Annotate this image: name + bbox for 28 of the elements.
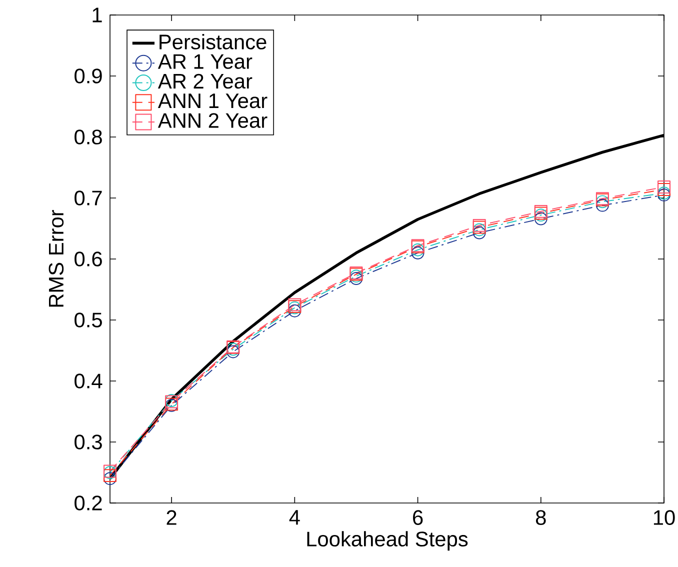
x-tick-label: 10 — [654, 510, 675, 525]
y-tick-label: 1 — [92, 8, 102, 22]
x-tick-label: 8 — [536, 510, 546, 525]
y-tick-label: 0.4 — [74, 374, 102, 388]
point — [534, 212, 548, 226]
x-axis-title: Lookahead Steps — [307, 531, 468, 551]
x-tick-label: 2 — [166, 510, 176, 525]
point — [658, 180, 670, 194]
legend-label: AR 1 Year — [158, 54, 252, 69]
point — [411, 243, 424, 256]
legend-label: ANN 1 Year — [158, 94, 268, 108]
y-tick-label: 0.5 — [74, 312, 102, 328]
point — [596, 198, 609, 212]
point — [472, 226, 486, 240]
y-tick-label: 0.7 — [74, 190, 102, 206]
y-axis-title: RMS Error — [48, 210, 64, 307]
x-tick-label: 4 — [289, 510, 300, 525]
legend-label: ANN 2 Year — [158, 113, 268, 128]
point — [411, 246, 424, 260]
legend-label: AR 2 Year — [158, 74, 252, 89]
point — [472, 223, 486, 236]
x-tick-label: 6 — [413, 510, 423, 525]
legend-label: Persistance — [160, 34, 266, 50]
y-tick-label: 0.8 — [74, 130, 102, 144]
y-tick-label: 0.3 — [74, 434, 102, 450]
y-tick-label: 0.6 — [74, 252, 102, 266]
y-tick-label: 0.2 — [74, 496, 102, 510]
y-tick-label: 0.9 — [74, 68, 102, 84]
